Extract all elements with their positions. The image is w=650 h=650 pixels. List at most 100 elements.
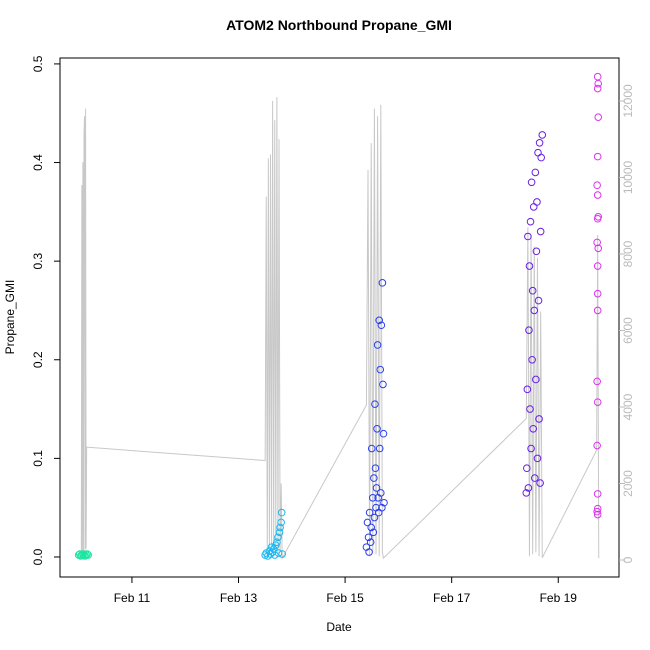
- data-point: [528, 355, 536, 364]
- data-point: [274, 533, 282, 542]
- data-point: [593, 490, 602, 498]
- data-point: [593, 72, 602, 81]
- data-point: [80, 551, 88, 559]
- data-point: [372, 484, 381, 492]
- data-point: [528, 286, 537, 295]
- data-point: [375, 444, 384, 453]
- x-axis-label: Date: [326, 620, 352, 634]
- data-point: [365, 548, 373, 556]
- y-tick-label: 0.1: [31, 450, 45, 467]
- data-point: [529, 203, 538, 211]
- data-point: [594, 79, 603, 88]
- y2-tick-label: 12000: [621, 84, 635, 118]
- data-point: [376, 365, 385, 374]
- y-tick-label: 0.5: [31, 55, 45, 72]
- data-point: [378, 279, 387, 287]
- data-point: [373, 341, 382, 349]
- y-tick-label: 0.4: [31, 154, 45, 171]
- data-point: [367, 523, 376, 532]
- data-point: [273, 538, 281, 546]
- x-tick-label: Feb 13: [220, 591, 258, 605]
- data-point: [370, 474, 378, 482]
- data-point: [529, 424, 538, 433]
- x-tick-label: Feb 11: [114, 591, 151, 605]
- data-point: [524, 232, 532, 241]
- data-point: [524, 484, 533, 492]
- y-axis-label: Propane_GMI: [3, 280, 17, 355]
- data-point: [593, 84, 602, 93]
- y2-tick-label: 2000: [621, 470, 635, 497]
- y-tick-label: 0.3: [31, 252, 45, 269]
- data-point: [525, 326, 533, 334]
- data-point: [536, 227, 545, 236]
- data-point: [593, 262, 602, 270]
- data-point: [275, 528, 284, 537]
- data-point: [593, 504, 602, 513]
- data-point: [531, 474, 539, 482]
- data-point: [379, 429, 388, 438]
- data-point: [276, 523, 284, 532]
- data-point: [593, 181, 601, 190]
- data-point: [525, 262, 534, 270]
- data-point: [371, 464, 380, 473]
- data-point: [369, 528, 378, 537]
- data-point: [267, 543, 276, 551]
- data-point: [522, 489, 531, 497]
- data-point: [593, 507, 601, 516]
- data-point: [277, 518, 285, 527]
- data-point: [535, 415, 543, 423]
- data-point: [376, 489, 385, 497]
- y2-tick-label: 6000: [621, 317, 635, 344]
- data-point: [373, 424, 381, 433]
- data-point: [594, 113, 603, 121]
- plot-frame: [59, 57, 620, 578]
- data-point: [537, 153, 545, 162]
- data-point: [278, 550, 287, 558]
- data-line: [80, 97, 600, 560]
- data-point: [377, 321, 386, 330]
- data-point: [527, 178, 536, 187]
- data-point: [538, 131, 547, 139]
- data-point: [530, 306, 539, 315]
- data-point: [531, 168, 540, 177]
- data-point: [369, 494, 377, 502]
- y2-tick-label: 0: [621, 556, 635, 563]
- data-point: [594, 244, 603, 253]
- data-point: [365, 508, 374, 517]
- data-point: [370, 513, 379, 522]
- data-point: [378, 503, 386, 512]
- data-point: [593, 306, 602, 315]
- data-point: [526, 217, 535, 226]
- data-point: [533, 198, 541, 206]
- data-point: [527, 444, 535, 453]
- data-point: [593, 238, 601, 247]
- data-point: [534, 148, 542, 157]
- data-point: [269, 545, 278, 553]
- data-point: [593, 398, 602, 406]
- y-tick-label: 0.2: [31, 351, 45, 368]
- data-point: [593, 191, 602, 199]
- data-point: [593, 214, 602, 223]
- data-point: [363, 518, 372, 527]
- chart-title: ATOM2 Northbound Propane_GMI: [226, 17, 452, 33]
- data-point: [593, 510, 602, 519]
- data-point: [523, 385, 532, 394]
- data-point: [81, 552, 89, 560]
- data-point: [536, 479, 544, 487]
- x-tick-label: Feb 17: [433, 591, 471, 605]
- data-point: [270, 551, 279, 559]
- data-point: [380, 498, 388, 507]
- data-point: [277, 508, 286, 517]
- data-point: [533, 454, 542, 463]
- y2-tick-label: 4000: [621, 393, 635, 420]
- data-point: [366, 538, 375, 546]
- data-point: [532, 247, 541, 256]
- data-point: [379, 380, 387, 389]
- data-point: [364, 533, 373, 542]
- data-point: [83, 550, 91, 558]
- data-point: [593, 377, 601, 386]
- data-point: [79, 550, 87, 558]
- data-point: [523, 464, 531, 473]
- data-point: [532, 375, 540, 384]
